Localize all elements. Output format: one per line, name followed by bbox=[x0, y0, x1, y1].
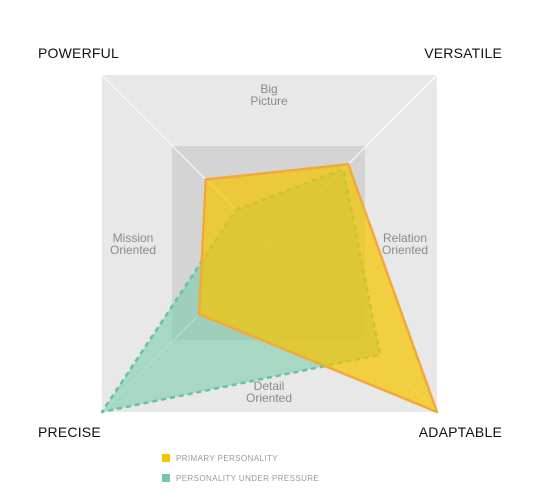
series-primary-personality bbox=[197, 163, 439, 414]
corner-label-powerful: POWERFUL bbox=[38, 45, 119, 61]
side-label-detail-oriented: Detail Oriented bbox=[245, 379, 293, 405]
legend-item-primary: PRIMARY PERSONALITY bbox=[162, 452, 319, 464]
legend-swatch-pressure bbox=[162, 474, 170, 482]
corner-label-precise: PRECISE bbox=[38, 424, 101, 440]
side-label-big-picture: Big Picture bbox=[250, 82, 288, 108]
legend-label-primary: PRIMARY PERSONALITY bbox=[176, 453, 278, 463]
side-label-relation-oriented: Relation Oriented bbox=[381, 231, 429, 257]
corner-label-versatile: VERSATILE bbox=[424, 45, 502, 61]
legend-swatch-primary bbox=[162, 454, 170, 462]
corner-label-adaptable: ADAPTABLE bbox=[418, 424, 502, 440]
legend-item-pressure: PERSONALITY UNDER PRESSURE bbox=[162, 472, 319, 484]
legend: PRIMARY PERSONALITY PERSONALITY UNDER PR… bbox=[162, 452, 319, 492]
side-label-mission-oriented: Mission Oriented bbox=[109, 231, 157, 257]
legend-label-pressure: PERSONALITY UNDER PRESSURE bbox=[176, 473, 320, 483]
